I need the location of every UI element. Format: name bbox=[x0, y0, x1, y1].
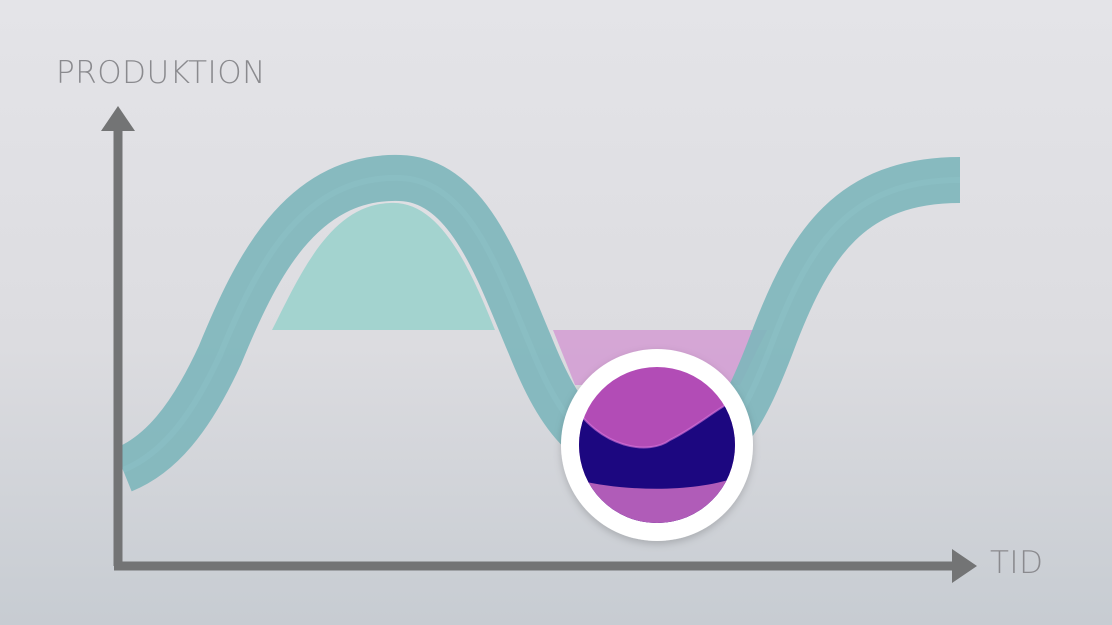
y-axis-label: PRODUKTION bbox=[56, 55, 266, 91]
storage-circle-contents bbox=[579, 367, 735, 523]
production-wave-highlight bbox=[121, 174, 961, 473]
arrow-right-icon bbox=[952, 549, 977, 583]
x-axis-label: TID bbox=[990, 545, 1044, 581]
surplus-area bbox=[272, 202, 495, 330]
production-wave-band bbox=[113, 154, 961, 492]
arrow-up-icon bbox=[101, 106, 135, 131]
